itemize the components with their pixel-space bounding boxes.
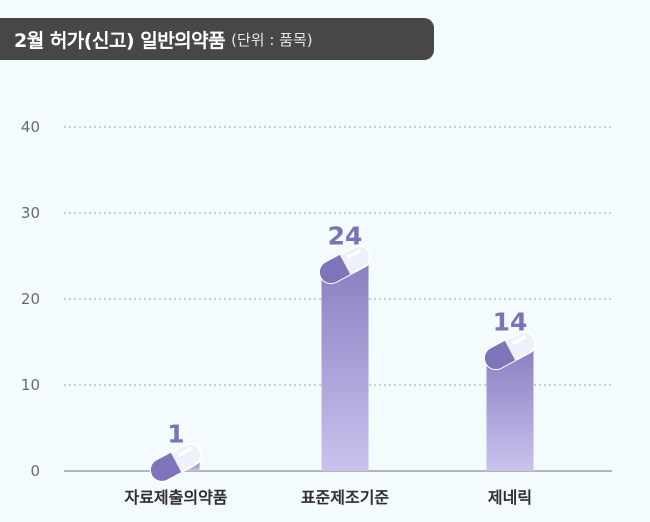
capsule-highlight <box>346 249 362 259</box>
y-tick-label: 20 <box>21 290 40 308</box>
y-tick-label: 0 <box>30 462 40 480</box>
bar <box>486 350 534 471</box>
x-category-label: 표준제조기준 <box>301 488 390 507</box>
chart-unit: (단위 : 품목) <box>231 30 313 49</box>
capsule-highlight <box>177 447 193 457</box>
capsule-icon <box>318 245 372 285</box>
capsule-half <box>319 254 351 284</box>
data-label: 1 <box>167 419 184 448</box>
capsule-half <box>150 452 182 481</box>
data-labels: 1 자료제출의약품 24 표준제조기준 14 제네릭 <box>124 222 532 507</box>
data-label: 14 <box>493 308 528 337</box>
chart-title: 2월 허가(신고) 일반의약품 <box>14 29 226 52</box>
bar <box>321 264 369 471</box>
capsule-icon <box>149 442 203 482</box>
capsule-icon <box>483 331 537 371</box>
x-category-label: 제네릭 <box>488 488 532 507</box>
data-label: 24 <box>328 222 363 251</box>
capsule-half <box>484 340 516 370</box>
y-tick-label: 40 <box>21 118 40 136</box>
capsule-highlight <box>511 335 527 345</box>
bars <box>149 245 537 482</box>
chart-title-bar: 2월 허가(신고) 일반의약품 (단위 : 품목) <box>0 18 434 60</box>
y-tick-label: 10 <box>21 376 40 394</box>
x-category-label: 자료제출의약품 <box>124 488 227 507</box>
y-tick-label: 30 <box>21 204 40 222</box>
